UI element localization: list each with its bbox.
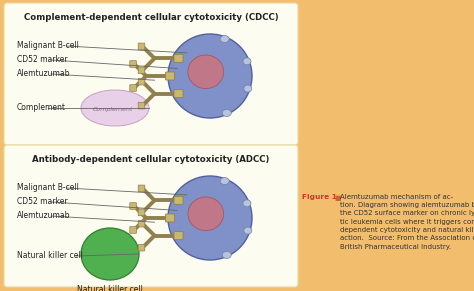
FancyBboxPatch shape (165, 214, 174, 222)
Ellipse shape (243, 200, 251, 207)
FancyBboxPatch shape (174, 196, 183, 204)
FancyBboxPatch shape (138, 67, 145, 74)
Ellipse shape (188, 55, 224, 88)
Ellipse shape (222, 109, 231, 116)
FancyBboxPatch shape (130, 203, 137, 209)
Ellipse shape (244, 227, 252, 234)
FancyBboxPatch shape (130, 61, 137, 67)
Text: Complement: Complement (93, 107, 133, 113)
Text: Figure 1: Figure 1 (302, 194, 337, 200)
Text: Alemtuzumab mechanism of ac-
tion. Diagram showing alemtuzumab bound to
the CD52: Alemtuzumab mechanism of ac- tion. Diagr… (340, 194, 474, 249)
FancyBboxPatch shape (4, 3, 298, 145)
Ellipse shape (220, 178, 229, 184)
Ellipse shape (243, 58, 251, 65)
Text: Natural killer cell: Natural killer cell (17, 251, 83, 260)
Text: CD52 marker: CD52 marker (17, 56, 68, 65)
Ellipse shape (222, 251, 231, 258)
FancyBboxPatch shape (138, 185, 145, 192)
FancyBboxPatch shape (165, 72, 174, 80)
FancyBboxPatch shape (174, 232, 183, 240)
Text: Malignant B-cell: Malignant B-cell (17, 184, 79, 193)
Text: Alemtuzumab: Alemtuzumab (17, 70, 71, 79)
FancyBboxPatch shape (174, 54, 183, 62)
Ellipse shape (168, 34, 252, 118)
Text: Malignant B-cell: Malignant B-cell (17, 42, 79, 51)
Ellipse shape (244, 85, 252, 92)
FancyBboxPatch shape (174, 90, 183, 98)
Text: Alemtuzumab: Alemtuzumab (17, 212, 71, 221)
Ellipse shape (81, 90, 149, 126)
Text: Natural killer cell: Natural killer cell (77, 285, 143, 291)
FancyBboxPatch shape (138, 209, 145, 216)
FancyBboxPatch shape (130, 85, 137, 91)
Ellipse shape (81, 228, 139, 280)
Text: Complement-dependent cellular cytotoxicity (CDCC): Complement-dependent cellular cytotoxici… (24, 13, 278, 22)
Text: Complement: Complement (17, 104, 66, 113)
Text: ■: ■ (334, 195, 341, 201)
FancyBboxPatch shape (138, 220, 145, 227)
Text: Antibody-dependent cellular cytotoxicity (ADCC): Antibody-dependent cellular cytotoxicity… (32, 155, 270, 164)
FancyBboxPatch shape (138, 102, 145, 109)
Ellipse shape (188, 197, 224, 230)
Ellipse shape (168, 176, 252, 260)
FancyBboxPatch shape (138, 244, 145, 251)
Text: CD52 marker: CD52 marker (17, 198, 68, 207)
FancyBboxPatch shape (4, 145, 298, 287)
FancyBboxPatch shape (138, 43, 145, 50)
FancyBboxPatch shape (130, 227, 137, 233)
Ellipse shape (220, 36, 229, 42)
FancyBboxPatch shape (138, 78, 145, 85)
